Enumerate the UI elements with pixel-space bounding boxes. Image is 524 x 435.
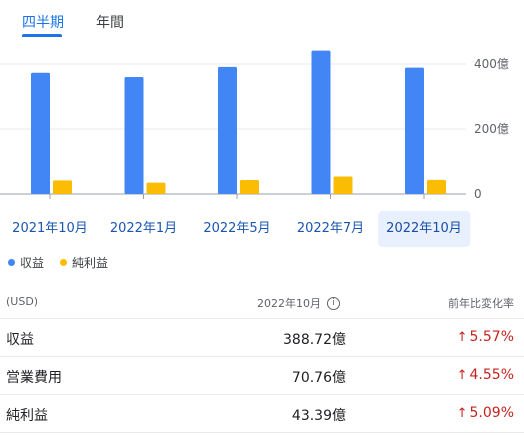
legend-item-revenue: 収益: [8, 254, 44, 271]
financial-table: (USD) 2022年10月 i 前年比変化率 収益 388.72億 ↑ 5.57…: [0, 286, 524, 433]
x-tick-label[interactable]: 2022年10月: [378, 211, 470, 247]
y-tick-label: 200億: [474, 122, 509, 136]
legend-label-revenue: 収益: [20, 256, 45, 270]
x-tick-label[interactable]: 2022年5月: [203, 221, 271, 236]
row-value: 70.76億: [291, 370, 346, 386]
x-tick-label[interactable]: 2022年1月: [109, 221, 178, 236]
row-change: ↑ 5.57%: [457, 329, 514, 345]
arrow-up-icon: ↑: [456, 329, 468, 345]
y-tick-label: 0: [474, 187, 482, 201]
chart-legend: 収益 純利益: [8, 254, 108, 271]
tab-annual[interactable]: 年間: [96, 15, 124, 31]
change-value: 4.55%: [469, 367, 514, 383]
tab-quarterly[interactable]: 四半期: [22, 15, 64, 31]
row-label: 営業費用: [6, 370, 62, 386]
y-tick-label: 400億: [474, 57, 509, 71]
bar-net-income[interactable]: [427, 179, 446, 194]
x-tick-label[interactable]: 2022年7月: [296, 221, 365, 236]
legend-dot-icon: [60, 259, 68, 266]
bar-net-income[interactable]: [333, 176, 353, 194]
table-row: 収益 388.72億 ↑ 5.57%: [0, 319, 524, 357]
bar-revenue[interactable]: [31, 72, 50, 194]
bar-revenue[interactable]: [405, 67, 424, 194]
row-label: 収益: [6, 332, 34, 348]
x-axis-labels: 2021年10月 2022年1月 2022年5月 2022年7月 2022年10月: [0, 211, 524, 247]
change-header: 前年比変化率: [448, 297, 514, 310]
row-change: ↑ 4.55%: [457, 367, 514, 383]
tab-selected-indicator: [22, 34, 62, 37]
bar-net-income[interactable]: [146, 182, 166, 194]
table-row: 営業費用 70.76億 ↑ 4.55%: [0, 357, 524, 395]
table-header: (USD) 2022年10月 i 前年比変化率: [0, 286, 524, 319]
legend-dot-icon: [8, 259, 15, 266]
x-tick-label[interactable]: 2021年10月: [12, 221, 88, 236]
bar-chart: 0 200億 400億: [0, 50, 509, 201]
bar-net-income[interactable]: [240, 180, 259, 194]
change-value: 5.57%: [469, 329, 514, 345]
info-icon[interactable]: i: [327, 296, 340, 310]
arrow-up-icon: ↑: [456, 405, 468, 421]
bar-net-income[interactable]: [53, 180, 72, 194]
currency-label: (USD): [6, 295, 39, 308]
row-value: 43.39億: [291, 408, 346, 424]
change-value: 5.09%: [469, 405, 514, 421]
legend-label-net-income: 純利益: [72, 256, 109, 270]
table-row: 純利益 43.39億 ↑ 5.09%: [0, 395, 524, 433]
bar-revenue[interactable]: [311, 50, 331, 194]
period-label: 2022年10月: [257, 297, 321, 310]
arrow-up-icon: ↑: [456, 367, 468, 383]
row-label: 純利益: [6, 408, 48, 424]
bar-revenue[interactable]: [124, 77, 144, 194]
period-tabs: 四半期 年間: [0, 0, 524, 40]
period-header: 2022年10月 i: [257, 295, 340, 311]
row-change: ↑ 5.09%: [457, 405, 514, 421]
row-value: 388.72億: [283, 332, 346, 348]
bar-revenue[interactable]: [218, 66, 237, 194]
legend-item-net-income: 純利益: [60, 254, 108, 271]
